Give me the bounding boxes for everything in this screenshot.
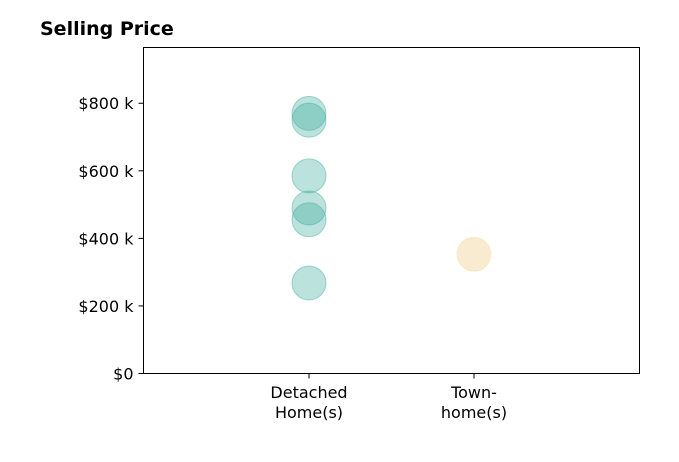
data-point bbox=[291, 190, 327, 226]
x-tick-label: Detached bbox=[270, 383, 347, 402]
data-point bbox=[456, 236, 492, 272]
y-tick-label: $200 k bbox=[78, 297, 134, 316]
y-tick-label: $0 bbox=[113, 365, 133, 384]
data-point bbox=[291, 265, 327, 301]
x-tick-label: Home(s) bbox=[275, 403, 343, 422]
data-point bbox=[291, 102, 327, 138]
data-points bbox=[291, 95, 492, 301]
chart-title: Selling Price bbox=[40, 18, 174, 40]
y-tick-label: $400 k bbox=[78, 229, 134, 248]
plot-frame bbox=[143, 47, 640, 374]
y-tick-label: $600 k bbox=[78, 162, 134, 181]
data-point bbox=[291, 202, 327, 238]
data-point bbox=[291, 158, 327, 194]
x-tick-label: home(s) bbox=[441, 403, 507, 422]
data-point bbox=[291, 95, 327, 131]
y-axis: $0 $200 k $400 k $600 k $800 k bbox=[78, 94, 144, 384]
x-tick-label: Town- bbox=[450, 383, 497, 402]
y-tick-label: $800 k bbox=[78, 94, 134, 113]
